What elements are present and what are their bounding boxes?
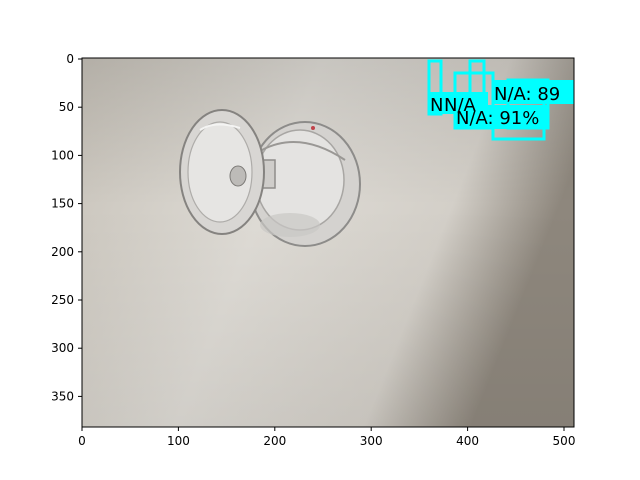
y-tick-label: 200: [51, 245, 74, 259]
detection-label-2: N/A: [444, 95, 477, 116]
label-bg: [454, 105, 549, 129]
x-axis: [81, 427, 565, 431]
detection-label-1: N/A: 91%: [456, 108, 539, 129]
x-tick-label: 0: [78, 434, 86, 448]
y-axis: [78, 58, 82, 397]
x-tick-label: 200: [263, 434, 286, 448]
x-tick-label: 500: [553, 434, 576, 448]
photo: N N/A N/A: 89 N/A: 91%: [82, 58, 574, 427]
x-tick-label: 100: [167, 434, 190, 448]
y-tick-label: 350: [51, 389, 74, 403]
axes-frame: [81, 57, 575, 428]
y-tick-label: 50: [59, 100, 74, 114]
label-bg: [492, 80, 574, 104]
x-tick-label: 400: [456, 434, 479, 448]
y-tick-label: 250: [51, 293, 74, 307]
y-tick-label: 150: [51, 197, 74, 211]
detection-label-3: N: [430, 95, 443, 116]
y-tick-label: 0: [66, 52, 74, 66]
y-tick-label: 100: [51, 148, 74, 162]
x-tick-label: 300: [360, 434, 383, 448]
y-tick-label: 300: [51, 341, 74, 355]
glass-cup: [179, 109, 361, 247]
detection-label-0: N/A: 89: [494, 84, 560, 105]
